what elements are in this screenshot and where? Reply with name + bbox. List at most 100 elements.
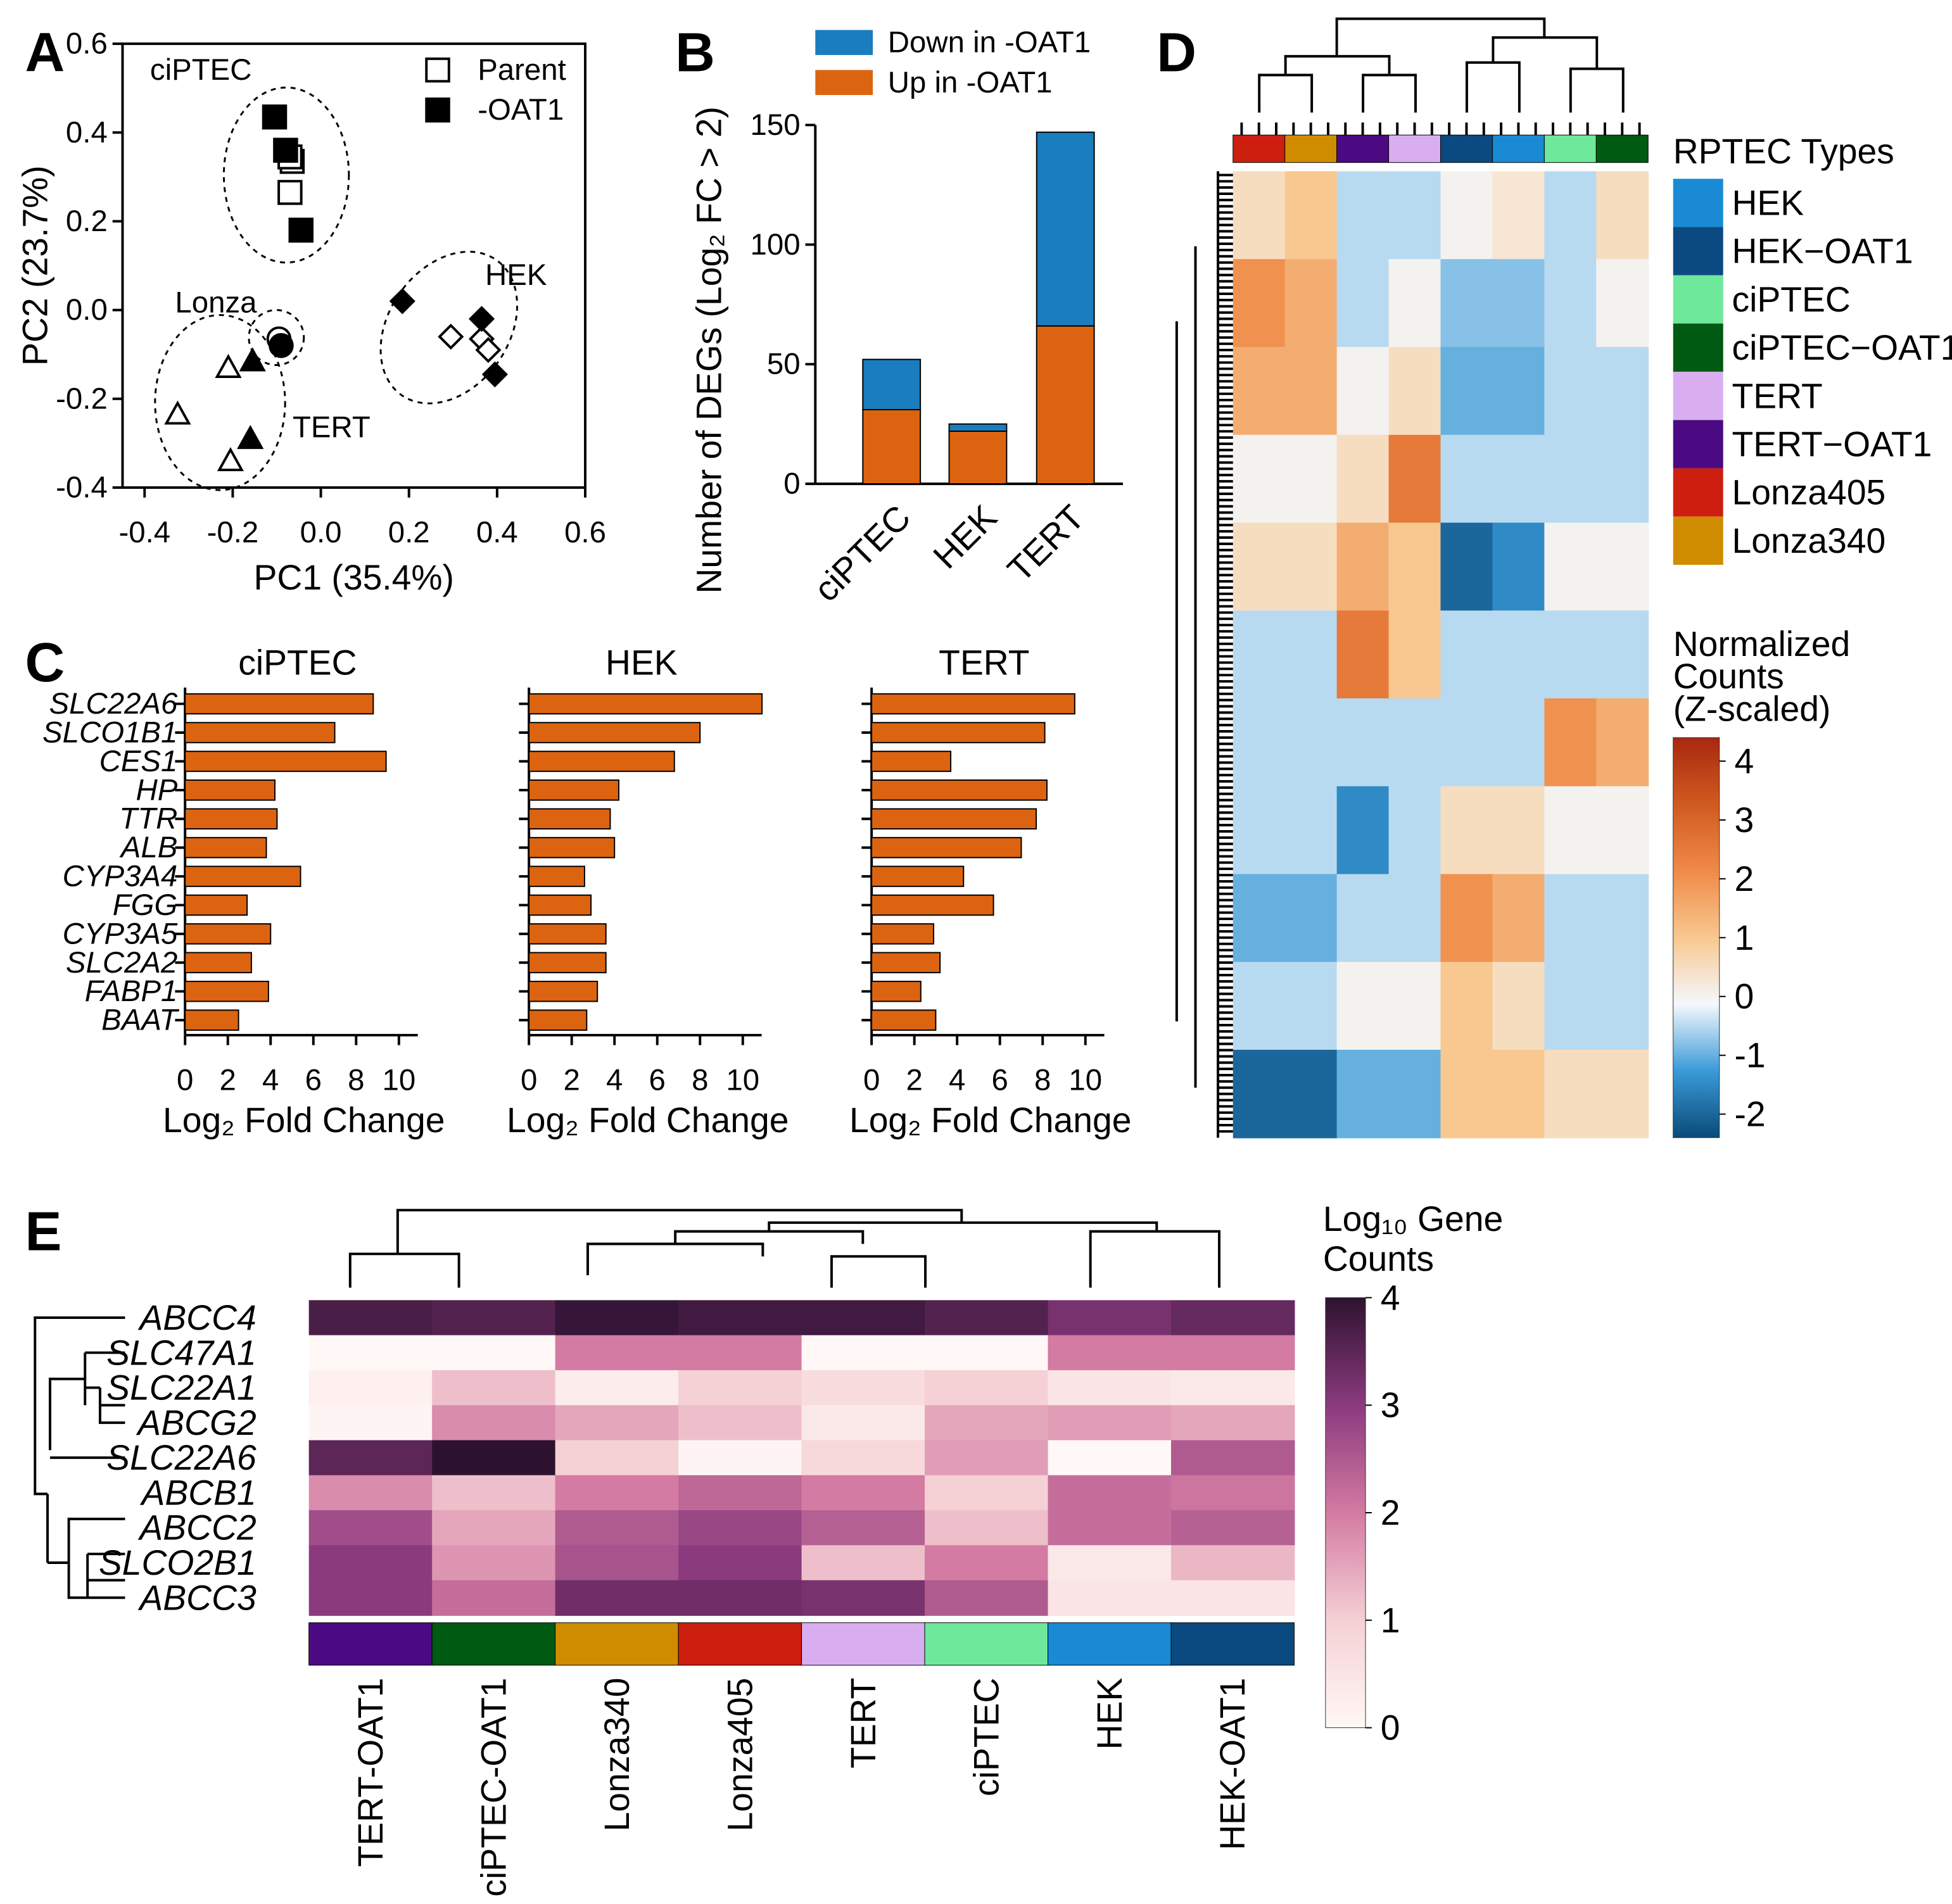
- category-label: SLC2A2: [66, 946, 177, 980]
- y-tick-label: 0.4: [66, 116, 108, 149]
- heatmap-cell: [1596, 962, 1649, 1050]
- heatmap-cell: [432, 1335, 556, 1371]
- heatmap-cell: [1388, 962, 1442, 1050]
- bar: [528, 750, 675, 772]
- row-label: SLC47A1: [106, 1333, 257, 1372]
- marker: [262, 104, 288, 130]
- bar-segment: [948, 430, 1008, 485]
- legend-title: RPTEC Types: [1673, 132, 1894, 171]
- x-tick-label: -0.2: [207, 516, 259, 550]
- heatmap-cell: [1233, 522, 1286, 612]
- heatmap-cell: [678, 1545, 802, 1581]
- colorbar-title: Log₁₀ Gene: [1323, 1199, 1503, 1239]
- heatmap-cell: [1440, 962, 1493, 1050]
- heatmap-cell: [1596, 522, 1649, 612]
- heatmap-cell: [1171, 1335, 1295, 1371]
- x-tick-label: 0: [863, 1063, 880, 1097]
- colorbar: [1673, 737, 1720, 1138]
- heatmap-cell: [1596, 874, 1649, 963]
- y-tick-label: -0.2: [56, 382, 108, 415]
- heatmap-cell: [1544, 962, 1597, 1050]
- heatmap-cell: [1048, 1370, 1172, 1406]
- legend-label: Lonza340: [1732, 521, 1886, 560]
- column-annotation: [1336, 134, 1390, 163]
- column-annotation: [1170, 1622, 1295, 1666]
- column-annotation: [801, 1622, 925, 1666]
- heatmap-cell: [1492, 259, 1545, 348]
- column-annotation: [1543, 134, 1597, 163]
- row-dendrogram: [1175, 171, 1233, 1138]
- bar: [871, 1009, 937, 1031]
- heatmap-cell: [1388, 522, 1442, 612]
- panel-letter: D: [1157, 22, 1196, 83]
- heatmap-cell: [1284, 1049, 1338, 1138]
- row-label: ABCG2: [136, 1403, 256, 1442]
- bar: [528, 808, 611, 830]
- bar: [184, 894, 248, 916]
- column-dendrogram: [348, 1209, 1220, 1288]
- column-annotation: [678, 1622, 802, 1666]
- heatmap-cell: [1233, 171, 1286, 260]
- heatmap-cell: [1492, 1049, 1545, 1138]
- row-label: ABCC4: [137, 1298, 256, 1337]
- bar: [528, 1009, 588, 1031]
- colorbar: [1325, 1297, 1366, 1729]
- heatmap-cell: [1284, 522, 1338, 612]
- heatmap-cell: [1233, 610, 1286, 699]
- y-axis-label: Number of DEGs (Log₂ FC > 2): [689, 106, 728, 593]
- heatmap-cell: [1171, 1370, 1295, 1406]
- heatmap-cell: [1596, 698, 1649, 787]
- marker: [164, 400, 191, 425]
- heatmap-cell: [555, 1580, 680, 1616]
- panel-letter: B: [675, 22, 715, 83]
- column-annotation: [308, 1622, 433, 1666]
- column-annotation: [555, 1622, 679, 1666]
- bar-segment: [1036, 325, 1095, 485]
- x-tick-label: -0.4: [118, 516, 170, 550]
- column-annotation: [1595, 134, 1649, 163]
- marker: [215, 353, 242, 378]
- heatmap-cell: [1440, 171, 1493, 260]
- heatmap-cell: [1048, 1405, 1172, 1441]
- heatmap-cell: [308, 1580, 433, 1616]
- heatmap-cell: [1596, 610, 1649, 699]
- colorbar-title: Counts: [1673, 657, 1784, 696]
- heatmap-cell: [1544, 522, 1597, 612]
- heatmap-cell: [678, 1580, 802, 1616]
- legend-label: Parent: [478, 53, 566, 87]
- heatmap-cell: [1388, 346, 1442, 436]
- heatmap-cell: [925, 1580, 1049, 1616]
- cluster-ellipse: [379, 251, 519, 405]
- category-label: HP: [136, 773, 178, 807]
- heatmap-cell: [1492, 786, 1545, 875]
- heatmap-cell: [1596, 434, 1649, 524]
- category-label: SLC22A6: [49, 687, 178, 721]
- marker: [239, 347, 266, 372]
- x-tick-label: 10: [382, 1063, 415, 1097]
- heatmap-cell: [678, 1440, 802, 1476]
- heatmap-cell: [925, 1475, 1049, 1511]
- column-annotation: [1492, 134, 1545, 163]
- legend-label: -OAT1: [478, 93, 564, 127]
- colorbar-tick-label: 0: [1734, 977, 1754, 1016]
- bar: [871, 980, 922, 1002]
- legend-label: TERT: [1732, 376, 1823, 415]
- bar: [528, 693, 763, 715]
- chart-title: TERT: [939, 643, 1029, 682]
- column-annotation: [1233, 134, 1286, 163]
- bar: [184, 952, 252, 974]
- x-tick-label: 0: [177, 1063, 193, 1097]
- heatmap-cell: [1336, 962, 1390, 1050]
- heatmap-cell: [1048, 1475, 1172, 1511]
- cluster-label: HEK: [485, 258, 547, 292]
- heatmap-cell: [308, 1510, 433, 1546]
- chart-title: ciPTEC: [238, 643, 357, 682]
- heatmap-cell: [1440, 786, 1493, 875]
- heatmap-cell: [1171, 1580, 1295, 1616]
- column-annotation: [924, 1622, 1049, 1666]
- heatmap-cell: [1284, 259, 1338, 348]
- heatmap-cell: [308, 1335, 433, 1371]
- heatmap-cell: [1284, 610, 1338, 699]
- column-label: TERT: [844, 1678, 883, 1768]
- category-label: TTR: [119, 802, 177, 836]
